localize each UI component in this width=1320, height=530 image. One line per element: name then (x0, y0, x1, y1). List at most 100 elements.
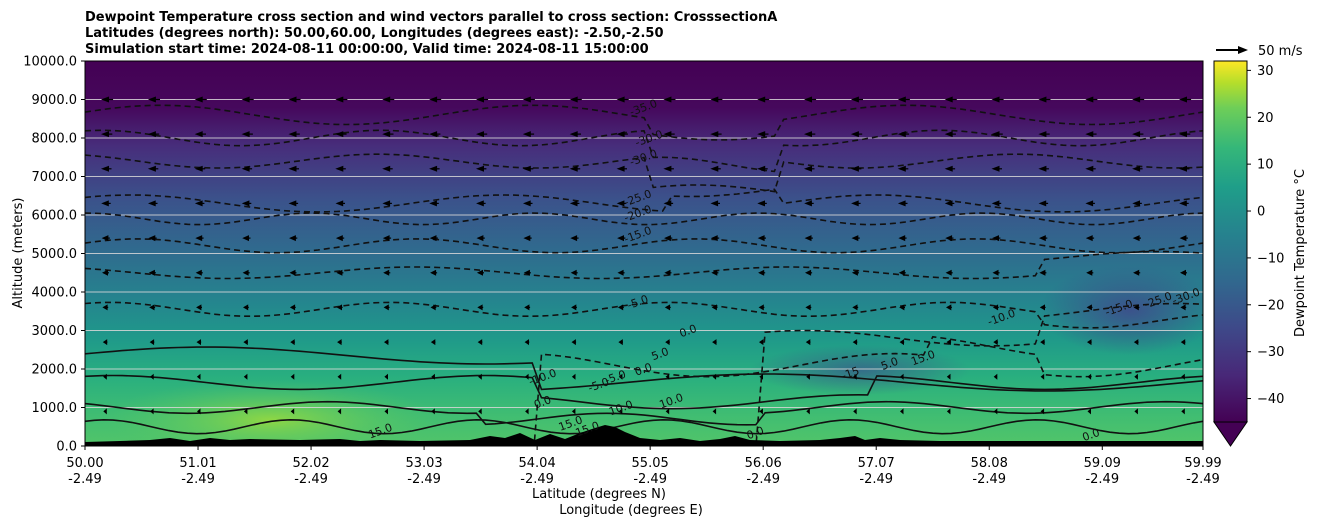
wind-arrow (710, 96, 723, 103)
wind-arrow (102, 339, 108, 346)
contour-label: 0.0 (678, 322, 699, 340)
wind-arrow (197, 408, 201, 415)
wind-arrow (1087, 339, 1092, 346)
wind-arrow (853, 373, 857, 380)
wind-arrow-head (944, 200, 953, 207)
wind-arrow (665, 408, 670, 415)
wind-arrow-head (103, 373, 107, 380)
wind-arrow (476, 235, 485, 242)
wind-arrow (522, 165, 534, 172)
wind-arrow (665, 339, 670, 346)
wind-arrow-head (900, 373, 904, 380)
wind-arrow (1087, 408, 1091, 415)
wind-arrow-head (991, 200, 1000, 207)
colorbar-tick-label: 30 (1257, 64, 1274, 79)
wind-arrow (710, 235, 720, 242)
wind-arrow (337, 339, 342, 346)
cool-region-mid (750, 345, 970, 395)
title-line-2: Latitudes (degrees north): 50.00,60.00, … (85, 26, 664, 41)
wind-arrow-head (101, 96, 109, 103)
wind-arrow-head (664, 269, 671, 276)
wind-arrow-head (196, 339, 201, 346)
wind-arrow-head (335, 131, 344, 138)
wind-arrow (429, 165, 440, 172)
wind-arrow-head (241, 96, 250, 103)
wind-arrow-head (429, 200, 437, 207)
wind-arrow-head (806, 373, 810, 380)
wind-arrow (523, 200, 533, 207)
wind-arrow-head (382, 131, 391, 138)
wind-arrow (1133, 304, 1140, 311)
wind-arrow (1085, 235, 1095, 242)
wind-arrow-head (288, 200, 297, 207)
wind-arrow (804, 235, 813, 242)
contour-label: 0.0 (1081, 426, 1102, 444)
wind-arrow (945, 235, 954, 242)
wind-arrow (431, 373, 435, 380)
x-tick-label-lat: 53.03 (405, 456, 442, 471)
wind-arrow-head (241, 131, 250, 138)
wind-arrow-head (289, 235, 296, 242)
wind-arrow-head (710, 165, 719, 172)
wind-arrow-head (1040, 339, 1045, 346)
contour-label: 0.0 (633, 361, 654, 379)
wind-arrow (382, 200, 392, 207)
wind-arrow-head (1132, 235, 1140, 242)
wind-arrow-head (382, 200, 391, 207)
x-tick-label-lon: -2.49 (520, 472, 554, 487)
wind-arrow (242, 235, 251, 242)
wind-arrow (850, 165, 862, 172)
wind-arrow-head (616, 200, 625, 207)
wind-arrow-head (757, 165, 766, 172)
wind-arrow-head (288, 131, 297, 138)
wind-arrow-head (102, 269, 108, 276)
wind-arrow-head (147, 165, 156, 172)
wind-arrow (946, 339, 952, 346)
wind-arrow (337, 373, 342, 380)
wind-arrow (571, 339, 577, 346)
wind-arrow-head (853, 408, 857, 415)
wind-arrow-head (477, 304, 483, 311)
wind-arrow (101, 131, 113, 138)
wind-arrow-head (195, 269, 202, 276)
wind-arrow (103, 408, 107, 415)
wind-arrow (850, 131, 863, 138)
contour-line-solid (85, 418, 1203, 435)
y-tick-label: 9000.0 (32, 93, 78, 108)
wind-arrow (477, 304, 484, 311)
wind-arrow-head (429, 96, 438, 103)
wind-arrow (663, 200, 674, 207)
x-axis-label-lon: Longitude (degrees E) (559, 503, 703, 518)
x-tick-label-lat: 58.08 (971, 456, 1008, 471)
x-tick-label-lat: 57.07 (858, 456, 895, 471)
contour-line-solid (85, 400, 1203, 426)
y-tick-label: 8000.0 (32, 132, 78, 147)
x-tick-label-lat: 59.09 (1084, 456, 1121, 471)
wind-arrow (899, 304, 905, 311)
wind-arrow (288, 165, 299, 172)
wind-arrow-head (618, 339, 623, 346)
wind-arrow (1179, 200, 1189, 207)
wind-arrow (194, 96, 207, 103)
wind-arrow (1085, 131, 1097, 138)
y-tick-label: 6000.0 (32, 209, 78, 224)
wind-arrow (897, 165, 909, 172)
wind-arrow (944, 96, 957, 103)
wind-arrow-head (898, 235, 906, 242)
wind-arrow-head (711, 304, 717, 311)
wind-arrow-head (102, 304, 108, 311)
wind-arrow (429, 96, 442, 103)
wind-arrow (336, 304, 343, 311)
colorbar-gradient (1213, 60, 1248, 423)
wind-arrow-head (758, 304, 764, 311)
wind-arrow (149, 339, 155, 346)
wind-arrow (853, 408, 857, 415)
wind-arrow (945, 269, 953, 276)
wind-arrow (382, 131, 394, 138)
wind-arrow-head (1040, 408, 1045, 415)
wind-arrow (616, 131, 628, 138)
wind-arrow-head (1133, 339, 1139, 346)
wind-arrow-head (430, 269, 437, 276)
wind-arrow (617, 269, 625, 276)
